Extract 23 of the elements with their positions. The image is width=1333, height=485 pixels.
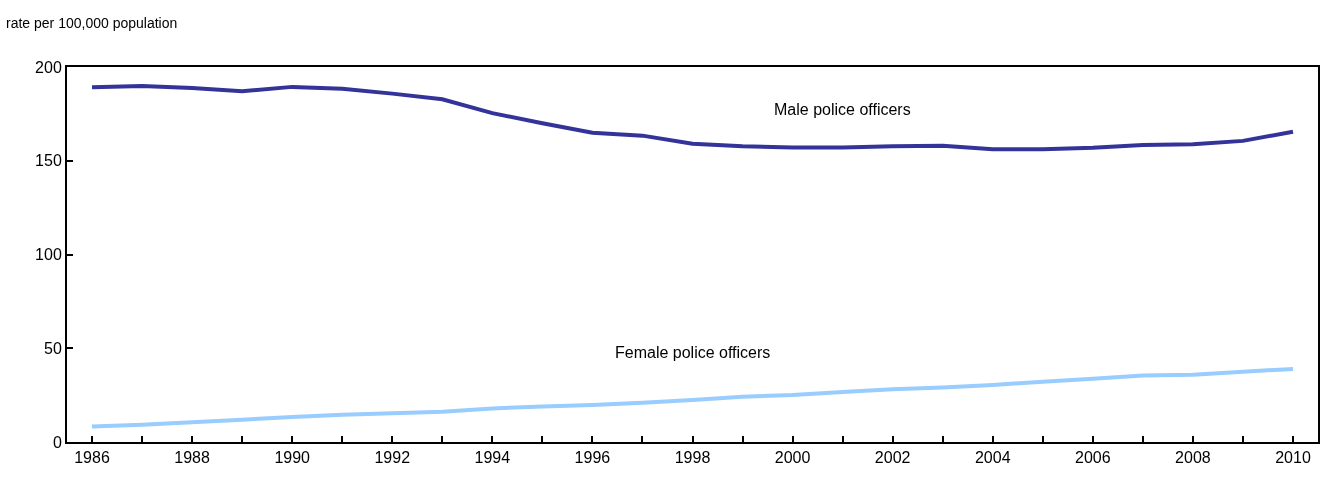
x-tick-label: 2006: [1075, 449, 1111, 467]
line-series: [90, 366, 1295, 429]
y-tick-label: 200: [35, 58, 62, 76]
y-tick-label: 0: [52, 433, 62, 451]
x-tick-label: 1998: [674, 449, 711, 467]
x-tick-label: 2002: [874, 449, 911, 467]
text: Female police officers: [615, 344, 771, 361]
x-tick-label: 2004: [974, 449, 1011, 467]
line-series: [90, 83, 1295, 152]
x-tick-label: 2010: [1275, 449, 1311, 467]
x-tick-label: 1988: [174, 449, 210, 467]
x-tick-label: 2000: [774, 449, 811, 467]
y-axis-title: rate per 100,000 population: [6, 15, 178, 31]
x-tick-label: 2008: [1175, 449, 1211, 467]
x-tick-label: 1990: [274, 449, 311, 467]
x-tick-label: 1996: [574, 449, 611, 467]
x-tick-label: 1992: [374, 449, 411, 467]
y-tick-label: 100: [35, 246, 62, 264]
series-label: Male police officers: [774, 101, 911, 118]
y-tick-label: 50: [44, 339, 62, 357]
x-tick-label: 1986: [74, 449, 110, 467]
x-tick-label: 1994: [474, 449, 511, 467]
y-tick-label: 150: [35, 152, 62, 170]
